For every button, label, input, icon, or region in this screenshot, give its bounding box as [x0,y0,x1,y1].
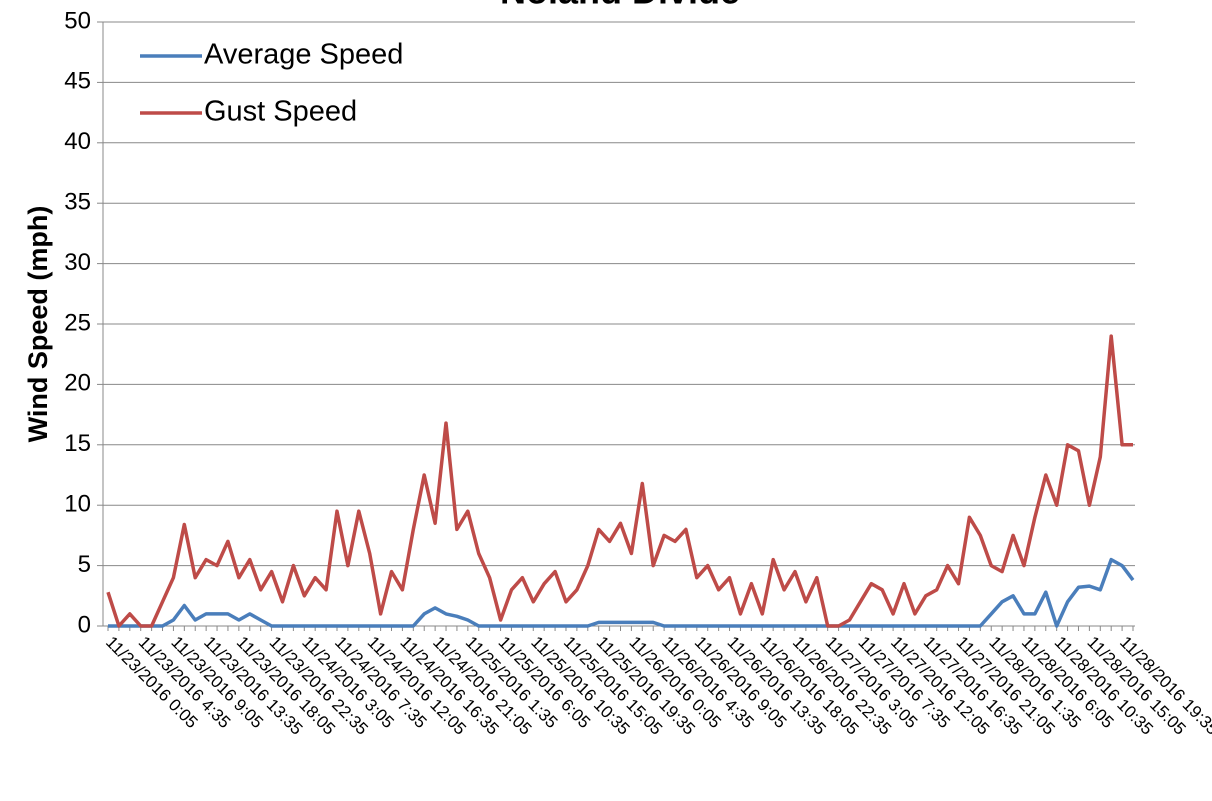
y-tick-label: 10 [64,491,91,518]
series-line [108,557,1135,628]
y-tick-label: 30 [64,249,91,276]
y-tick-label: 0 [78,611,91,638]
y-tick-label: 45 [64,68,91,95]
chart-title: Noland Divide [500,0,740,12]
y-tick-label: 15 [64,430,91,457]
y-tick-label: 50 [64,7,91,34]
y-tick-label: 5 [78,551,91,578]
legend-label: Gust Speed [204,96,357,128]
series-line [106,334,1133,628]
y-tick-label: 25 [64,309,91,336]
y-axis-label: Wind Speed (mph) [23,206,53,443]
legend-label: Average Speed [204,39,403,71]
y-tick-label: 40 [64,128,91,155]
y-tick-label: 35 [64,189,91,216]
y-tick-label: 20 [64,370,91,397]
